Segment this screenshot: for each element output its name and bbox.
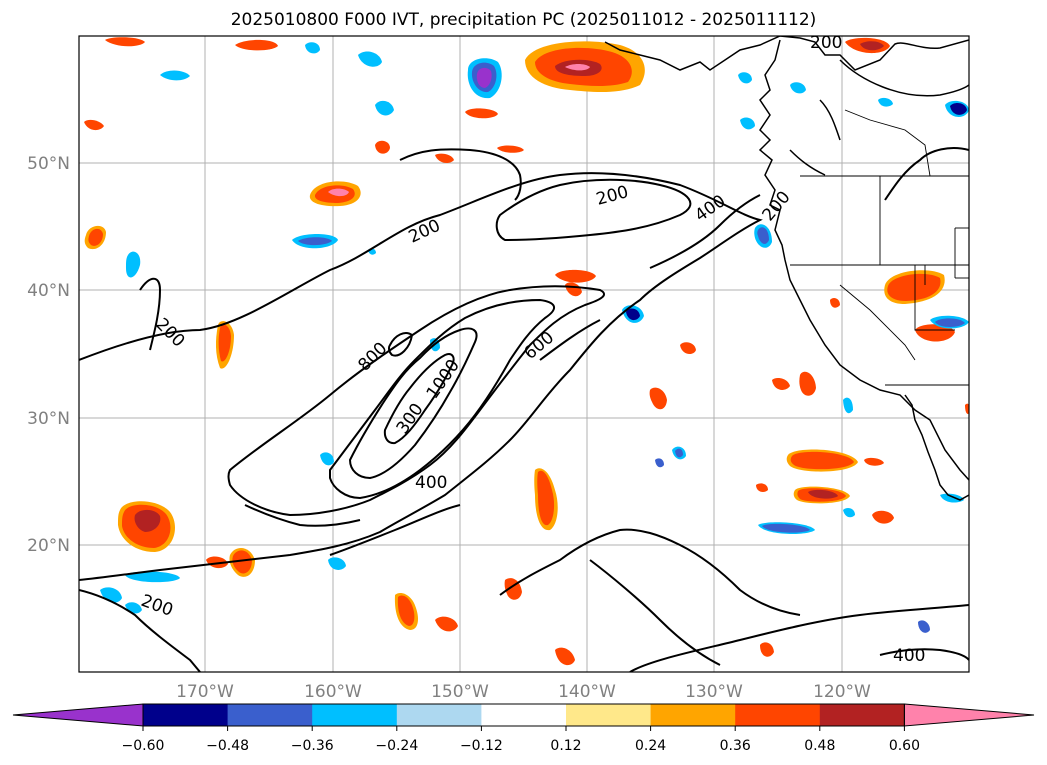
- lat-label-50n: 50°N: [27, 154, 70, 174]
- lon-label-140w: 140°W: [558, 682, 616, 702]
- colorbar-tick-label: −0.36: [291, 738, 334, 754]
- colorbar-segment: [650, 704, 736, 726]
- colorbar: −0.60 −0.48 −0.36 −0.24 −0.12 0.12 0.24 0.36 0.4…: [12, 703, 1035, 754]
- colorbar-tick-label: 0.12: [550, 738, 581, 754]
- colorbar-segment: [735, 704, 821, 726]
- colorbar-segment: [566, 704, 652, 726]
- colorbar-tick-label: −0.24: [375, 738, 418, 754]
- colorbar-segment: [227, 704, 313, 726]
- colorbar-tick-label: 0.24: [635, 738, 666, 754]
- colorbar-segment: [143, 704, 229, 726]
- colorbar-tick-label: 0.36: [720, 738, 751, 754]
- lon-label-150w: 150°W: [431, 682, 489, 702]
- colorbar-tick-label: −0.60: [122, 738, 165, 754]
- ivt-contours: [79, 147, 969, 672]
- colorbar-segment: [819, 704, 905, 726]
- lon-label-130w: 130°W: [685, 682, 743, 702]
- colorbar-tick-label: 0.48: [804, 738, 835, 754]
- colorbar-tick-label: −0.12: [460, 738, 503, 754]
- lon-label-160w: 160°W: [304, 682, 362, 702]
- colorbar-segment: [312, 704, 398, 726]
- colorbar-segment: [396, 704, 482, 726]
- coastline-and-borders: [604, 36, 969, 501]
- colorbar-tick-label: −0.48: [206, 738, 249, 754]
- map-title: 2025010800 F000 IVT, precipitation PC (2…: [230, 10, 817, 30]
- longitude-labels: 170°W 160°W 150°W 140°W 130°W 120°W: [176, 682, 871, 702]
- lat-label-40n: 40°N: [27, 281, 70, 301]
- contour-label: 400: [415, 473, 447, 493]
- precip-anomaly-shading: [84, 37, 969, 666]
- colorbar-extend-low: [12, 703, 144, 727]
- colorbar-outline: [142, 703, 905, 727]
- colorbar-tick-label: 0.60: [889, 738, 920, 754]
- latitude-labels: 50°N 40°N 30°N 20°N: [27, 154, 70, 556]
- lon-label-120w: 120°W: [813, 682, 871, 702]
- contour-label: 400: [893, 646, 925, 666]
- lat-label-30n: 30°N: [27, 409, 70, 429]
- lat-label-20n: 20°N: [27, 536, 70, 556]
- contour-label: 200: [810, 33, 842, 53]
- colorbar-segment: [481, 704, 567, 726]
- lon-label-170w: 170°W: [176, 682, 234, 702]
- colorbar-extend-high: [903, 703, 1035, 727]
- map-frame: [78, 35, 970, 673]
